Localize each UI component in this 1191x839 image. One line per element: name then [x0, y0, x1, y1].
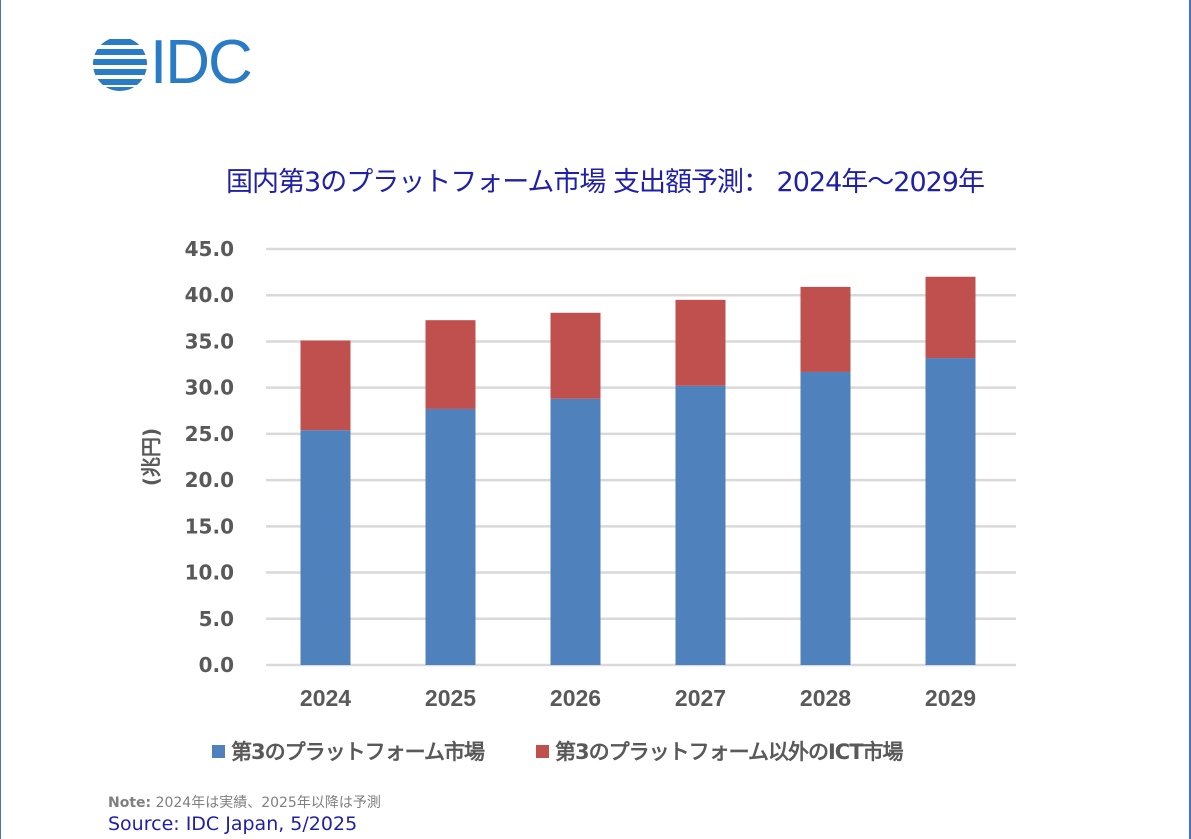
- y-tick-label: 0.0: [199, 653, 234, 677]
- frame-border-left: [0, 0, 1, 839]
- bars: [300, 276, 976, 665]
- x-tick-label: 2024: [300, 685, 351, 711]
- note: Note: 2024年は実績、2025年以降は予測: [108, 792, 381, 812]
- x-tick-label: 2025: [425, 685, 476, 711]
- y-tick-label: 35.0: [185, 329, 234, 353]
- y-tick-label: 25.0: [185, 422, 234, 446]
- bar-segment-2028-other-ict: [800, 286, 851, 372]
- bar-segment-2029-other-ict: [925, 276, 976, 359]
- source-line: Source: IDC Japan, 5/2025: [108, 813, 358, 835]
- note-text: 2024年は実績、2025年以降は予測: [151, 795, 381, 811]
- x-tick-label: 2027: [675, 685, 726, 711]
- y-axis-ticks: 0.0 5.0 10.0 15.0 20.0 25.0 30.0 35.0 40.0 45.0: [185, 237, 234, 677]
- y-tick-label: 10.0: [185, 561, 234, 585]
- bar-segment-2025-third-platform: [425, 408, 476, 665]
- legend-label: 第3のプラットフォーム以外のICT市場: [554, 740, 904, 764]
- y-tick-label: 40.0: [185, 283, 234, 307]
- legend-item-third-platform: 第3のプラットフォーム市場: [212, 736, 485, 766]
- y-axis-title: (兆円): [139, 428, 163, 486]
- idc-globe-icon: [93, 39, 147, 91]
- bar-segment-2024-third-platform: [300, 430, 351, 665]
- note-label: Note:: [108, 795, 152, 811]
- bar-segment-2026-other-ict: [550, 312, 601, 399]
- legend: 第3のプラットフォーム市場 第3のプラットフォーム以外のICT市場: [212, 736, 904, 766]
- bar-segment-2028-third-platform: [800, 371, 851, 665]
- frame-border-right: [1189, 0, 1191, 839]
- y-tick-label: 15.0: [185, 514, 234, 538]
- idc-logo: IDC: [92, 30, 282, 96]
- legend-item-other-ict: 第3のプラットフォーム以外のICT市場: [535, 736, 904, 766]
- x-tick-label: 2028: [800, 685, 851, 711]
- legend-label: 第3のプラットフォーム市場: [231, 740, 485, 764]
- y-tick-label: 30.0: [185, 376, 234, 400]
- x-tick-label: 2026: [550, 685, 601, 711]
- y-tick-label: 20.0: [185, 468, 234, 492]
- chart-title: 国内第3のプラットフォーム市場 支出額予測： 2024年～2029年: [226, 167, 985, 198]
- bar-segment-2027-third-platform: [675, 385, 726, 665]
- bar-segment-2029-third-platform: [925, 358, 976, 665]
- x-tick-label: 2029: [925, 685, 976, 711]
- legend-swatch-red: [535, 744, 549, 758]
- bar-segment-2025-other-ict: [425, 320, 476, 409]
- bar-segment-2024-other-ict: [300, 340, 351, 431]
- y-tick-label: 5.0: [199, 607, 234, 631]
- idc-logo-text: IDC: [150, 28, 253, 97]
- legend-swatch-blue: [212, 744, 225, 758]
- bar-segment-2027-other-ict: [675, 299, 726, 386]
- bar-segment-2026-third-platform: [550, 398, 601, 665]
- x-axis-ticks: 2024 2025 2026 2027 2028 2029: [300, 685, 976, 711]
- gridlines: [266, 247, 1016, 667]
- y-tick-label: 45.0: [185, 237, 234, 261]
